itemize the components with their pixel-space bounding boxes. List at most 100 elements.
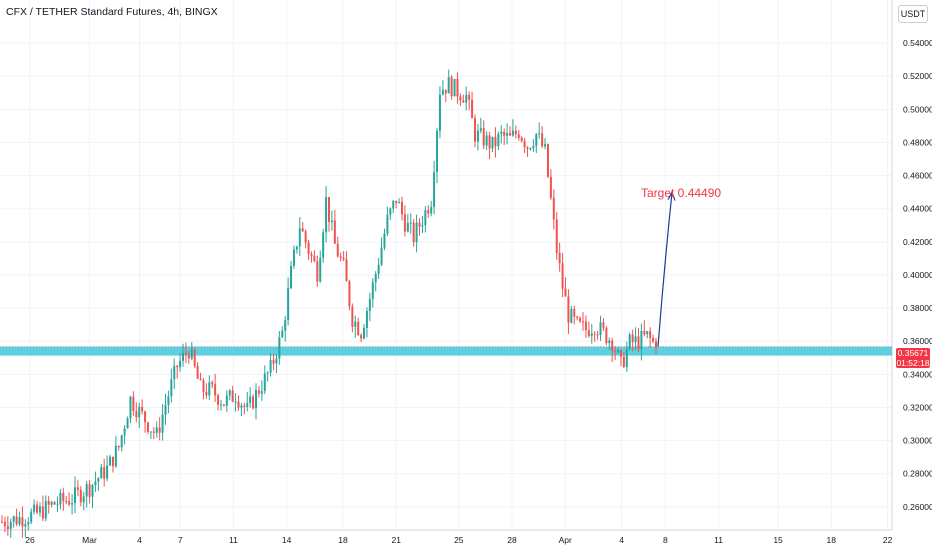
candle-body xyxy=(564,288,567,297)
candle-body xyxy=(602,322,605,328)
candle-body xyxy=(135,411,138,418)
candle-body xyxy=(541,133,544,147)
candle-body xyxy=(447,77,450,94)
y-tick-label: 0.28000 xyxy=(903,469,932,479)
candle-body xyxy=(319,257,322,282)
candle-body xyxy=(368,298,371,311)
candle-body xyxy=(599,322,602,335)
candle-body xyxy=(535,133,538,147)
bar-countdown: 01:52:18 xyxy=(896,358,930,368)
candle-body xyxy=(284,320,287,331)
candle-body xyxy=(193,349,196,366)
candle-body xyxy=(336,243,339,257)
candle-body xyxy=(249,396,252,404)
candle-body xyxy=(182,352,185,361)
candle-body xyxy=(494,136,497,147)
x-tick-label: 18 xyxy=(827,535,837,545)
candle-body xyxy=(549,176,552,198)
arrow-head xyxy=(667,191,676,201)
candle-body xyxy=(433,172,436,207)
candle-body xyxy=(111,456,114,467)
y-tick-label: 0.48000 xyxy=(903,137,932,147)
candle-body xyxy=(459,96,462,101)
candle-body xyxy=(228,390,231,396)
candle-body xyxy=(88,484,91,497)
candle-body xyxy=(462,100,465,103)
x-tick-label: Apr xyxy=(559,535,572,545)
candle-body xyxy=(44,500,47,519)
candle-body xyxy=(103,466,106,479)
candle-body xyxy=(415,222,418,243)
candle-body xyxy=(47,500,50,505)
candle-body xyxy=(363,327,366,339)
candle-body xyxy=(117,445,120,448)
y-tick-label: 0.32000 xyxy=(903,402,932,412)
candle-body xyxy=(485,135,488,146)
candle-body xyxy=(412,222,415,243)
candle-body xyxy=(506,133,509,136)
candle-body xyxy=(348,281,351,307)
candle-body xyxy=(514,130,517,135)
candle-body xyxy=(59,492,62,505)
candle-body xyxy=(307,242,310,254)
candle-body xyxy=(424,210,427,226)
candle-body xyxy=(27,522,30,525)
candle-body xyxy=(403,214,406,232)
candle-body xyxy=(161,414,164,433)
candle-body xyxy=(301,228,304,232)
candle-body xyxy=(179,360,182,368)
candle-body xyxy=(351,306,354,327)
candle-body xyxy=(625,349,628,367)
candle-body xyxy=(234,401,237,403)
candle-body xyxy=(619,350,622,357)
candle-body xyxy=(421,225,424,227)
x-tick-label: 7 xyxy=(178,535,183,545)
candle-body xyxy=(272,360,275,364)
candle-body xyxy=(298,228,301,247)
candle-body xyxy=(576,316,579,318)
candle-body xyxy=(608,340,611,344)
candle-body xyxy=(187,354,190,359)
candle-body xyxy=(617,350,620,353)
candle-body xyxy=(30,511,33,523)
candle-body xyxy=(552,197,555,220)
candle-body xyxy=(655,341,657,347)
candle-body xyxy=(281,330,284,338)
y-tick-label: 0.34000 xyxy=(903,369,932,379)
candle-body xyxy=(400,202,403,215)
x-tick-label: Mar xyxy=(82,535,97,545)
candle-body xyxy=(62,492,65,502)
candle-body xyxy=(523,140,526,148)
y-tick-label: 0.54000 xyxy=(903,38,932,48)
candle-body xyxy=(436,130,439,173)
candle-body xyxy=(85,484,88,497)
candle-body xyxy=(217,395,220,405)
candle-body xyxy=(468,94,471,100)
candle-body xyxy=(538,133,541,135)
y-tick-label: 0.38000 xyxy=(903,303,932,313)
candle-body xyxy=(202,380,205,392)
candle-body xyxy=(170,379,173,397)
candle-body xyxy=(173,365,176,380)
candle-body xyxy=(497,133,500,147)
candle-body xyxy=(354,321,357,327)
candle-body xyxy=(257,390,260,394)
candle-body xyxy=(456,78,459,97)
candle-body xyxy=(260,391,263,394)
currency-button[interactable]: USDT xyxy=(898,5,928,23)
candle-body xyxy=(176,365,179,368)
candle-body xyxy=(109,456,112,466)
x-tick-label: 14 xyxy=(282,535,292,545)
candle-body xyxy=(529,148,532,150)
candle-body xyxy=(360,334,363,339)
candle-body xyxy=(561,263,564,289)
candle-body xyxy=(255,390,258,409)
candle-body xyxy=(141,406,144,412)
candle-body xyxy=(631,334,634,343)
candle-body xyxy=(266,372,269,374)
candle-body xyxy=(622,356,625,367)
candle-body xyxy=(453,78,456,97)
candle-body xyxy=(6,526,9,529)
candle-body xyxy=(214,384,217,396)
